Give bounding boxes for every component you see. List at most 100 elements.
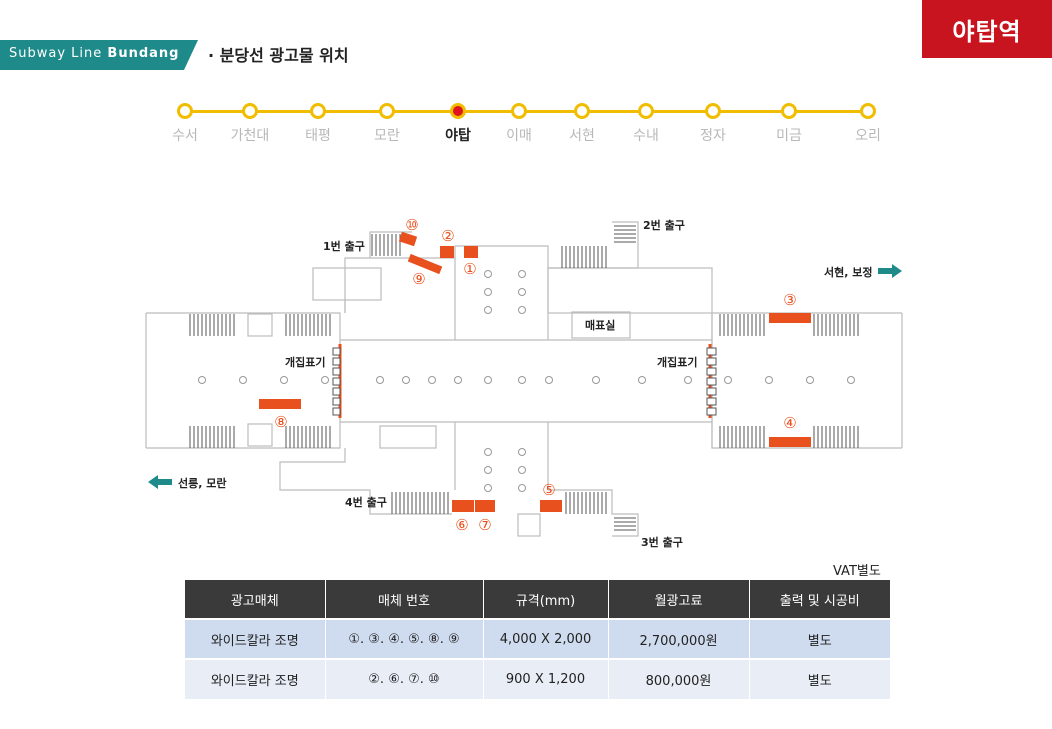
marker-1: ① (463, 260, 476, 278)
ad-panel-4 (769, 437, 811, 447)
cell-install-cost: 별도 (749, 658, 890, 699)
col-header-install-cost: 출력 및 시공비 (749, 580, 890, 619)
stairs-right-bottom (719, 426, 859, 448)
marker-9: ⑨ (412, 270, 425, 288)
station-name: 미금 (776, 128, 802, 144)
table-row: 와이드칼라 조명 ②. ⑥. ⑦. ⑩ 900 X 1,200 800,000원… (185, 658, 890, 699)
exit-4-label: 4번 출구 (345, 495, 387, 509)
station-name: 야탑 (445, 128, 471, 144)
station-name: 서현 (569, 128, 595, 144)
arrow-right-icon (878, 264, 902, 278)
stairs-exit3 (565, 492, 636, 531)
marker-6: ⑥ (455, 516, 468, 534)
exit-2-label: 2번 출구 (643, 218, 685, 232)
station-dot (242, 103, 258, 119)
arrow-left-icon (148, 475, 172, 489)
station-migeum: 미금 (759, 96, 819, 145)
exit-3-label: 3번 출구 (641, 535, 683, 549)
ticket-office-label: 매표실 (585, 318, 615, 332)
station-name: 이매 (506, 128, 532, 144)
route-line-diagram: 수서 가천대 태평 모란 야탑 이매 서현 수내 정자 미금 오리 (0, 96, 1052, 146)
station-dot (511, 103, 527, 119)
station-jeongja: 정자 (683, 96, 743, 145)
marker-3: ③ (783, 291, 796, 309)
stairs-exit1 (371, 234, 401, 256)
stairs-right-top (719, 314, 859, 336)
station-name: 모란 (374, 128, 400, 144)
gate-left-label: 개집표기 (285, 355, 325, 369)
stairs-left-bottom (189, 426, 331, 448)
cell-monthly-fee: 2,700,000원 (608, 618, 750, 659)
station-dot (379, 103, 395, 119)
ad-panel-2 (440, 246, 454, 258)
cell-install-cost: 별도 (749, 618, 890, 659)
ad-panel-3 (769, 313, 811, 323)
cell-media-number: ①. ③. ④. ⑤. ⑧. ⑨ (325, 618, 484, 659)
cell-size: 900 X 1,200 (483, 658, 609, 699)
vat-note: VAT별도 (833, 564, 881, 579)
marker-10: ⑩ (405, 216, 418, 234)
station-badge: 야탑역 (922, 0, 1052, 58)
cell-media: 와이드칼라 조명 (185, 618, 326, 659)
line-name-bold: Bundang (107, 46, 180, 61)
stairs-exit2 (561, 225, 636, 268)
station-name: 오리 (855, 128, 881, 144)
marker-8: ⑧ (274, 413, 287, 431)
ad-panel-1 (464, 246, 478, 258)
marker-2: ② (441, 227, 454, 245)
gate-right-label: 개집표기 (657, 355, 697, 369)
line-tag: Subway Line Bundang (0, 40, 198, 70)
ad-fee-table: 광고매체 매체 번호 규격(mm) 월광고료 출력 및 시공비 와이드칼라 조명… (185, 580, 890, 699)
current-station-dot (450, 103, 466, 119)
station-floor-map: ① ② ③ ④ ⑤ ⑥ ⑦ ⑧ ⑨ ⑩ 1번 출구 2번 출구 3번 출구 4번… (145, 216, 903, 549)
marker-4: ④ (783, 414, 796, 432)
col-header-media: 광고매체 (185, 580, 326, 619)
ad-panel-9 (407, 253, 443, 275)
ad-panel-10 (398, 231, 418, 247)
station-name: 가천대 (230, 128, 270, 144)
cell-media: 와이드칼라 조명 (185, 658, 326, 699)
direction-left-label: 선릉, 모란 (178, 476, 227, 490)
station-dot (574, 103, 590, 119)
station-suseo: 수서 (155, 96, 215, 145)
ad-panel-6 (452, 500, 474, 512)
station-sunae: 수내 (616, 96, 676, 145)
station-ori: 오리 (838, 96, 898, 145)
station-moran: 모란 (357, 96, 417, 145)
page-title: · 분당선 광고물 위치 (208, 46, 349, 65)
ticket-gate-left (332, 344, 342, 418)
station-gachon: 가천대 (220, 96, 280, 145)
line-name: Subway Line Bundang (9, 46, 179, 61)
station-dot (310, 103, 326, 119)
ad-panel-8 (259, 399, 301, 409)
station-yatap: 야탑 (428, 96, 488, 145)
col-header-media-number: 매체 번호 (325, 580, 484, 619)
station-name: 태평 (305, 128, 331, 144)
station-dot (177, 103, 193, 119)
station-dot (705, 103, 721, 119)
station-seohyeon: 서현 (552, 96, 612, 145)
ticket-gate-right (706, 344, 717, 418)
ad-panel-5 (540, 500, 562, 512)
exit-1-label: 1번 출구 (323, 239, 365, 253)
stairs-left-top (189, 314, 331, 336)
cell-monthly-fee: 800,000원 (608, 658, 750, 699)
table-header-row: 광고매체 매체 번호 규격(mm) 월광고료 출력 및 시공비 (185, 580, 890, 619)
station-name: 정자 (700, 128, 726, 144)
col-header-monthly-fee: 월광고료 (608, 580, 750, 619)
route-track (185, 110, 869, 113)
cell-size: 4,000 X 2,000 (483, 618, 609, 659)
station-name: 수서 (172, 128, 198, 144)
station-imae: 이매 (489, 96, 549, 145)
table-row: 와이드칼라 조명 ①. ③. ④. ⑤. ⑧. ⑨ 4,000 X 2,000 … (185, 618, 890, 659)
stairs-exit4 (391, 492, 449, 514)
cell-media-number: ②. ⑥. ⑦. ⑩ (325, 658, 484, 699)
line-tag-shape (0, 40, 198, 70)
col-header-size: 규격(mm) (483, 580, 609, 619)
station-dot (638, 103, 654, 119)
station-name: 수내 (633, 128, 659, 144)
direction-right-label: 서현, 보정 (824, 265, 873, 279)
line-name-prefix: Subway Line (9, 46, 108, 61)
station-dot (781, 103, 797, 119)
marker-5: ⑤ (542, 481, 555, 499)
